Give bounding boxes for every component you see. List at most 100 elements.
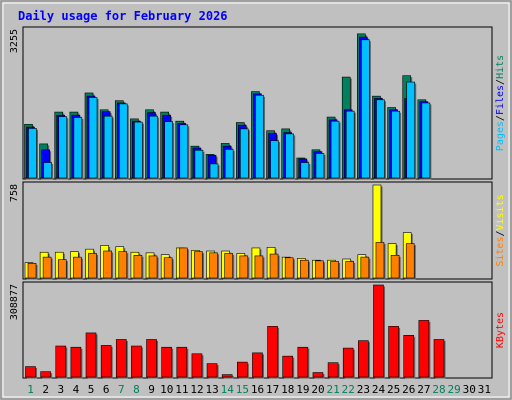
bar-pages-day-5 <box>88 97 98 179</box>
bar-pages-day-17 <box>270 140 279 179</box>
bar-pages-day-7 <box>118 103 128 179</box>
bar-sites-day-7 <box>118 251 128 279</box>
x-tick-label: 21 <box>327 383 340 396</box>
bar-sites-day-25 <box>390 255 400 279</box>
bar-sites-day-19 <box>300 259 309 279</box>
x-tick-label: 25 <box>387 383 400 396</box>
bar-kbytes-day-10 <box>161 346 172 378</box>
x-tick-label: 6 <box>103 383 110 396</box>
bar-pages-day-26 <box>406 81 416 179</box>
bar-pages-day-21 <box>330 120 340 179</box>
x-tick-label: 27 <box>417 383 430 396</box>
bar-kbytes-day-24 <box>373 284 384 378</box>
bar-kbytes-day-4 <box>70 346 82 378</box>
bar-pages-day-2 <box>43 162 52 179</box>
bar-kbytes-day-6 <box>100 345 112 378</box>
x-tick-label: 15 <box>236 383 249 396</box>
bar-sites-day-26 <box>405 243 415 279</box>
bar-sites-day-12 <box>194 251 203 279</box>
bar-kbytes-day-21 <box>327 362 339 378</box>
bar-sites-day-21 <box>330 261 339 279</box>
bar-pages-day-14 <box>224 149 234 179</box>
bar-sites-day-6 <box>103 250 112 279</box>
bar-sites-day-17 <box>269 253 279 279</box>
bar-kbytes-day-23 <box>358 340 369 378</box>
bar-pages-day-12 <box>194 149 204 179</box>
bar-kbytes-day-26 <box>403 335 415 378</box>
bar-sites-day-9 <box>148 255 158 279</box>
bar-kbytes-day-19 <box>297 346 309 378</box>
bar-sites-day-20 <box>315 260 324 279</box>
bar-kbytes-day-5 <box>85 332 97 378</box>
bar-kbytes-day-2 <box>40 371 51 378</box>
y-max-label-visits-sites: 758 <box>9 184 20 202</box>
x-tick-label: 18 <box>281 383 294 396</box>
legend-item: Visits <box>495 194 506 230</box>
bar-pages-day-20 <box>315 153 325 179</box>
bar-kbytes-day-11 <box>176 346 188 378</box>
bar-kbytes-day-8 <box>131 345 142 378</box>
bar-sites-day-22 <box>345 261 355 279</box>
bar-kbytes-day-22 <box>342 347 354 378</box>
x-tick-label: 2 <box>42 383 49 396</box>
bar-kbytes-day-9 <box>146 339 157 378</box>
bar-sites-day-15 <box>239 255 249 279</box>
bar-pages-day-11 <box>179 124 189 179</box>
bar-pages-day-8 <box>134 121 143 179</box>
x-tick-label: 3 <box>58 383 65 396</box>
legend-visits-sites: Sites/Visits <box>495 194 506 266</box>
x-tick-label: 11 <box>175 383 188 396</box>
x-tick-label: 12 <box>190 383 203 396</box>
bar-kbytes-day-27 <box>418 320 430 378</box>
x-tick-label: 8 <box>133 383 140 396</box>
legend-item: / <box>495 79 506 85</box>
bar-pages-day-23 <box>361 39 370 179</box>
bar-pages-day-15 <box>240 128 249 179</box>
y-max-label-hits-files-pages: 3255 <box>9 29 20 53</box>
bar-sites-day-3 <box>57 259 67 279</box>
bar-kbytes-day-28 <box>433 339 445 378</box>
panel-kbytes: 308877 KBytes <box>9 281 506 379</box>
bar-kbytes-day-15 <box>237 361 248 378</box>
legend-item: / <box>495 115 506 121</box>
x-tick-label: 29 <box>448 383 461 396</box>
bar-pages-day-25 <box>391 110 400 179</box>
x-tick-label: 24 <box>372 383 386 396</box>
bar-sites-day-10 <box>163 257 173 279</box>
x-tick-label: 10 <box>160 383 173 396</box>
bar-sites-day-11 <box>178 247 188 279</box>
legend-item: Pages <box>495 121 506 151</box>
x-tick-label: 14 <box>221 383 235 396</box>
bar-sites-day-23 <box>360 256 370 279</box>
bar-kbytes-day-16 <box>252 352 263 378</box>
bar-sites-day-2 <box>42 256 52 279</box>
bar-sites-day-1 <box>27 262 37 279</box>
bar-sites-day-16 <box>254 255 264 279</box>
bar-sites-day-14 <box>224 253 233 279</box>
x-tick-label: 9 <box>148 383 155 396</box>
legend-item: Sites <box>495 237 506 267</box>
x-tick-label: 1 <box>27 383 34 396</box>
bar-kbytes-day-13 <box>206 363 218 378</box>
bar-pages-day-18 <box>285 133 294 179</box>
x-tick-label: 28 <box>432 383 445 396</box>
legend-item: / <box>495 230 506 236</box>
legend-item: Files <box>495 85 506 115</box>
bar-pages-day-1 <box>28 128 37 179</box>
bar-pages-day-6 <box>103 115 113 179</box>
bar-kbytes-day-3 <box>55 345 67 378</box>
legend-hits-files-pages: Pages/Files/Hits <box>495 55 506 151</box>
bar-kbytes-day-14 <box>221 374 233 378</box>
x-tick-label: 20 <box>311 383 324 396</box>
bar-kbytes-day-25 <box>388 326 399 378</box>
bar-pages-day-13 <box>209 163 219 179</box>
bar-sites-day-8 <box>133 255 143 279</box>
x-tick-label: 23 <box>357 383 370 396</box>
bar-kbytes-day-18 <box>282 355 293 378</box>
bar-pages-day-22 <box>345 110 355 179</box>
x-tick-label: 7 <box>118 383 125 396</box>
bar-kbytes-day-12 <box>191 353 203 378</box>
